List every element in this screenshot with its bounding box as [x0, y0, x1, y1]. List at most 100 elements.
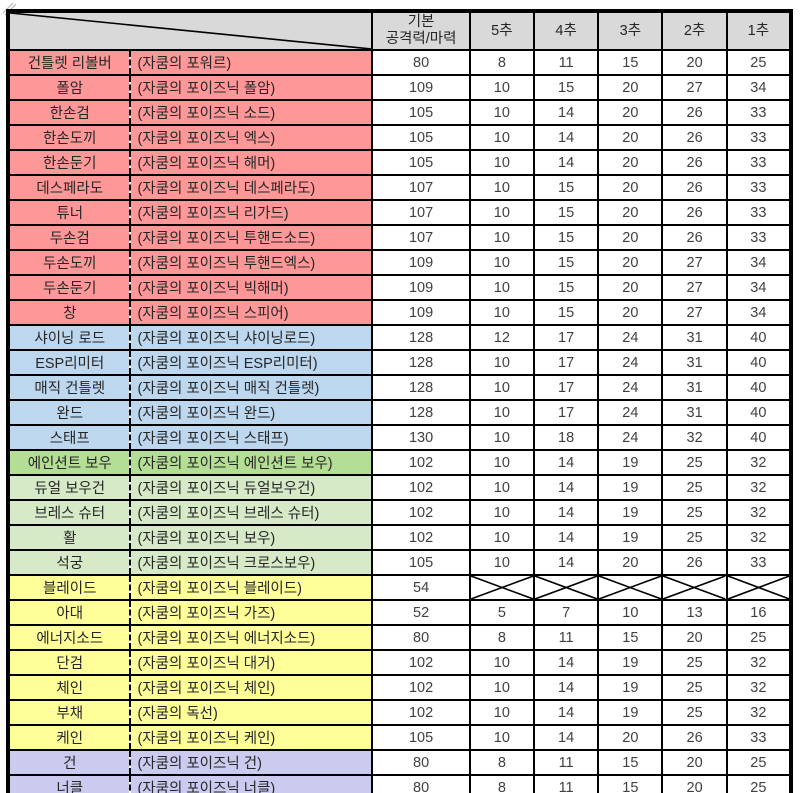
base-attack-cell: 105 — [371, 149, 471, 176]
table-row: 블레이드 (자쿰의 포이즈닉 블레이드) 54 — [6, 574, 793, 601]
weapon-desc-cell: (자쿰의 포이즈닉 케인) — [129, 724, 374, 751]
scroll-5-cell: 10 — [468, 699, 535, 726]
col-header-2-scroll: 2추 — [661, 10, 728, 51]
scroll-1-cell: 25 — [725, 49, 793, 76]
scroll-3-cell: 20 — [597, 299, 664, 326]
table-row: 두손둔기 (자쿰의 포이즈닉 빅해머) 109 10 15 20 27 34 — [6, 274, 793, 301]
scroll-2-cell: 31 — [661, 324, 728, 351]
scroll-1-cell: 32 — [725, 524, 793, 551]
scroll-1-cell: 33 — [725, 124, 793, 151]
weapon-desc-cell: (자쿰의 포이즈닉 소드) — [129, 99, 374, 126]
weapon-name-cell: 에인션트 보우 — [6, 449, 132, 476]
cross-icon — [471, 576, 533, 599]
base-attack-cell: 52 — [371, 599, 471, 626]
table-row: 한손둔기 (자쿰의 포이즈닉 해머) 105 10 14 20 26 33 — [6, 149, 793, 176]
weapon-name-cell: 한손둔기 — [6, 149, 132, 176]
scroll-2-cell: 26 — [661, 549, 728, 576]
scroll-3-cell: 24 — [597, 374, 664, 401]
scroll-4-cell: 14 — [532, 499, 600, 526]
base-attack-cell: 130 — [371, 424, 471, 451]
scroll-1-cell: 40 — [725, 349, 793, 376]
scroll-5-cell: 10 — [468, 549, 535, 576]
scroll-5-cell: 10 — [468, 399, 535, 426]
base-attack-cell: 105 — [371, 99, 471, 126]
scroll-3-cell: 20 — [597, 149, 664, 176]
table-row: 창 (자쿰의 포이즈닉 스피어) 109 10 15 20 27 34 — [6, 299, 793, 326]
scroll-5-cell: 12 — [468, 324, 535, 351]
weapon-desc-cell: (자쿰의 포이즈닉 데스페라도) — [129, 174, 374, 201]
scroll-4-cell: 15 — [532, 174, 600, 201]
scroll-3-cell: 24 — [597, 399, 664, 426]
col-header-3-scroll: 3추 — [597, 10, 664, 51]
scroll-2-cell: 20 — [661, 749, 728, 776]
scroll-5-cell: 10 — [468, 74, 535, 101]
table-row: 에너지소드 (자쿰의 포이즈닉 에너지소드) 80 8 11 15 20 25 — [6, 624, 793, 651]
table-row: 매직 건틀렛 (자쿰의 포이즈닉 매직 건틀렛) 128 10 17 24 31 40 — [6, 374, 793, 401]
scroll-4-cell: 15 — [532, 74, 600, 101]
scroll-4-cell: 14 — [532, 724, 600, 751]
base-attack-cell: 102 — [371, 524, 471, 551]
weapon-desc-cell: (자쿰의 포이즈닉 스태프) — [129, 424, 374, 451]
scroll-3-cell: 20 — [597, 249, 664, 276]
table-body: 건틀렛 리볼버 (자쿰의 포워르) 80 8 11 15 20 25 폴암 (자쿰의 포이즈닉 폴… — [6, 49, 793, 793]
scroll-2-cell: 25 — [661, 699, 728, 726]
scroll-1-cell: 33 — [725, 149, 793, 176]
scroll-4-cell: 15 — [532, 299, 600, 326]
scroll-5-cell: 8 — [468, 49, 535, 76]
weapon-desc-cell: (자쿰의 포이즈닉 엑스) — [129, 124, 374, 151]
scroll-2-cell: 31 — [661, 374, 728, 401]
weapon-name-cell: 듀얼 보우건 — [6, 474, 132, 501]
weapon-desc-cell: (자쿰의 포이즈닉 체인) — [129, 674, 374, 701]
scroll-4-cell: 14 — [532, 124, 600, 151]
weapon-name-cell: 두손도끼 — [6, 249, 132, 276]
weapon-name-cell: 튜너 — [6, 199, 132, 226]
scroll-2-cell: 27 — [661, 274, 728, 301]
scroll-1-cell: 34 — [725, 74, 793, 101]
scroll-4-cell: 18 — [532, 424, 600, 451]
weapon-name-cell: 완드 — [6, 399, 132, 426]
base-attack-cell: 102 — [371, 674, 471, 701]
scroll-5-cell — [468, 574, 535, 601]
table-row: 아대 (자쿰의 포이즈닉 가즈) 52 5 7 10 13 16 — [6, 599, 793, 626]
table-row: 듀얼 보우건 (자쿰의 포이즈닉 듀얼보우건) 102 10 14 19 25 32 — [6, 474, 793, 501]
scroll-3-cell: 19 — [597, 449, 664, 476]
base-attack-cell: 107 — [371, 199, 471, 226]
weapon-desc-cell: (자쿰의 포이즈닉 리가드) — [129, 199, 374, 226]
scroll-5-cell: 10 — [468, 449, 535, 476]
scroll-3-cell: 19 — [597, 674, 664, 701]
weapon-desc-cell: (자쿰의 포이즈닉 투핸드소드) — [129, 224, 374, 251]
scroll-3-cell: 19 — [597, 649, 664, 676]
base-attack-cell: 102 — [371, 649, 471, 676]
scroll-4-cell: 17 — [532, 324, 600, 351]
diagonal-header-cell — [6, 10, 374, 51]
scroll-2-cell: 25 — [661, 674, 728, 701]
scroll-3-cell: 19 — [597, 524, 664, 551]
weapon-desc-cell: (자쿰의 포이즈닉 듀얼보우건) — [129, 474, 374, 501]
weapon-desc-cell: (자쿰의 포이즈닉 크로스보우) — [129, 549, 374, 576]
scroll-1-cell: 32 — [725, 674, 793, 701]
scroll-1-cell: 40 — [725, 324, 793, 351]
scroll-2-cell: 32 — [661, 424, 728, 451]
col-header-base-line1: 기본 — [407, 14, 435, 31]
scroll-1-cell: 40 — [725, 424, 793, 451]
weapon-desc-cell: (자쿰의 포이즈닉 대거) — [129, 649, 374, 676]
table-row: 완드 (자쿰의 포이즈닉 완드) 128 10 17 24 31 40 — [6, 399, 793, 426]
scroll-1-cell — [725, 574, 793, 601]
weapon-desc-cell: (자쿰의 포워르) — [129, 49, 374, 76]
scroll-1-cell: 33 — [725, 724, 793, 751]
scroll-3-cell: 19 — [597, 474, 664, 501]
scroll-1-cell: 34 — [725, 274, 793, 301]
table-row: 부채 (자쿰의 독선) 102 10 14 19 25 32 — [6, 699, 793, 726]
table-row: 너클 (자쿰의 포이즈닉 너클) 80 8 11 15 20 25 — [6, 774, 793, 793]
col-header-5-scroll: 5추 — [468, 10, 535, 51]
scroll-2-cell: 25 — [661, 499, 728, 526]
weapon-name-cell: 체인 — [6, 674, 132, 701]
table-row: ESP리미터 (자쿰의 포이즈닉 ESP리미터) 128 10 17 24 31 40 — [6, 349, 793, 376]
scroll-2-cell: 27 — [661, 299, 728, 326]
col-header-1-scroll: 1추 — [725, 10, 793, 51]
scroll-5-cell: 10 — [468, 274, 535, 301]
scroll-2-cell: 26 — [661, 99, 728, 126]
scroll-4-cell: 14 — [532, 524, 600, 551]
scroll-4-cell: 7 — [532, 599, 600, 626]
table-row: 두손도끼 (자쿰의 포이즈닉 투핸드엑스) 109 10 15 20 27 34 — [6, 249, 793, 276]
